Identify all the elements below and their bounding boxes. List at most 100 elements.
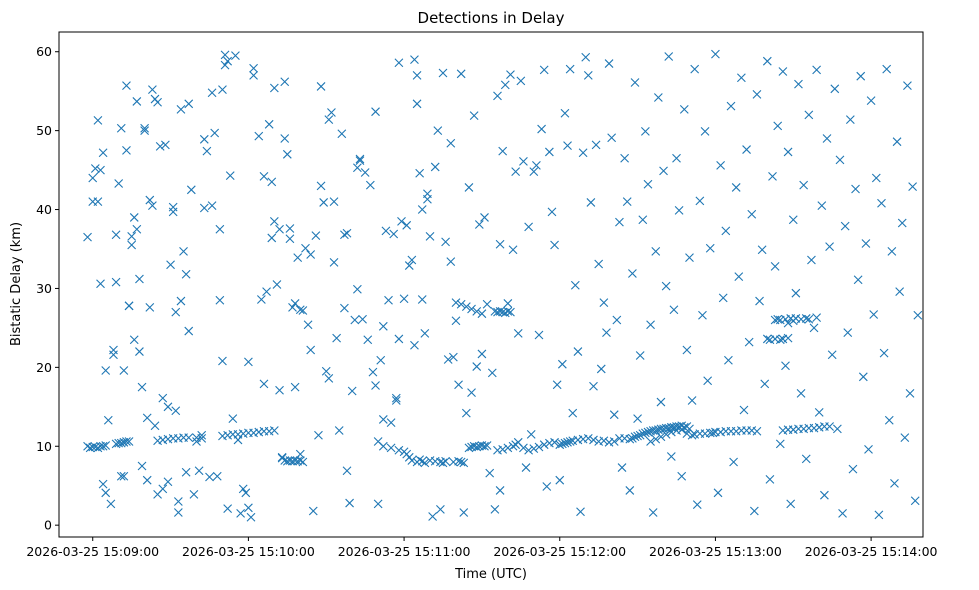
data-point <box>334 426 344 435</box>
data-point <box>443 355 453 364</box>
x-axis-title: Time (UTC) <box>454 567 527 582</box>
data-point <box>306 250 316 259</box>
data-point <box>516 76 526 86</box>
data-point <box>555 475 565 485</box>
data-point <box>342 466 352 476</box>
data-point <box>93 197 103 207</box>
data-point <box>656 432 666 442</box>
data-point <box>417 456 427 466</box>
data-point <box>679 104 689 114</box>
data-point <box>116 123 126 133</box>
y-tick-label: 10 <box>36 439 52 454</box>
data-point <box>469 111 479 121</box>
data-point <box>638 215 648 225</box>
data-point <box>451 316 461 326</box>
data-point <box>586 198 596 207</box>
data-point <box>407 255 417 265</box>
data-point <box>599 298 609 308</box>
chart-title: Detections in Delay <box>418 9 565 27</box>
data-point <box>277 453 287 463</box>
data-point <box>132 224 142 234</box>
data-point <box>773 121 783 131</box>
data-point <box>93 443 103 453</box>
data-point <box>228 414 238 424</box>
data-point <box>560 108 570 118</box>
data-point <box>394 334 404 344</box>
data-point <box>464 183 474 192</box>
data-point <box>799 180 809 190</box>
data-point <box>646 320 655 330</box>
data-point <box>493 91 502 101</box>
data-point <box>140 123 150 133</box>
data-point <box>293 253 303 263</box>
data-point <box>711 49 720 59</box>
data-point <box>762 56 772 66</box>
data-point <box>830 84 840 94</box>
data-point <box>220 60 230 70</box>
data-point <box>609 410 619 420</box>
data-point <box>853 275 863 285</box>
data-point <box>677 471 687 481</box>
data-point <box>96 279 105 289</box>
data-point <box>682 429 692 439</box>
data-point <box>342 228 352 238</box>
data-point <box>428 512 438 521</box>
data-point <box>114 179 124 188</box>
data-point <box>866 96 876 106</box>
data-point <box>550 437 559 447</box>
data-point <box>446 138 456 148</box>
y-tick-label: 60 <box>36 44 52 59</box>
data-point <box>838 508 847 518</box>
data-point <box>633 431 642 441</box>
data-point <box>254 131 264 141</box>
data-point <box>179 246 188 256</box>
data-point <box>788 215 798 225</box>
data-point <box>98 441 108 451</box>
data-point <box>557 439 567 449</box>
data-point <box>695 196 705 206</box>
data-point <box>269 216 279 226</box>
y-axis: 0 10 20 30 40 50 60 <box>36 44 59 533</box>
data-point <box>511 167 521 177</box>
data-point <box>576 507 585 517</box>
data-point <box>708 428 718 438</box>
data-point <box>804 314 814 324</box>
data-point <box>256 295 266 304</box>
data-point <box>552 380 562 390</box>
data-point <box>127 240 137 250</box>
data-point <box>116 438 126 448</box>
data-point <box>578 148 588 158</box>
data-point <box>726 101 736 111</box>
data-point <box>109 350 118 360</box>
data-point <box>288 302 297 312</box>
data-point <box>244 503 253 513</box>
data-point <box>565 437 575 446</box>
data-point <box>129 335 139 345</box>
data-point <box>246 512 256 522</box>
data-point <box>423 194 432 204</box>
data-point <box>905 389 915 398</box>
data-point <box>651 246 661 256</box>
data-point <box>410 55 419 65</box>
data-point <box>381 226 391 236</box>
data-point <box>394 58 404 68</box>
data-point <box>397 216 406 226</box>
data-point <box>651 426 661 435</box>
data-point <box>249 71 258 80</box>
data-point <box>783 318 793 328</box>
data-point <box>420 458 430 468</box>
data-point <box>620 153 630 163</box>
data-point <box>456 299 466 309</box>
data-point <box>360 168 370 177</box>
data-point <box>534 330 544 340</box>
data-point <box>506 70 515 79</box>
data-point <box>617 463 627 472</box>
data-point <box>192 437 201 446</box>
data-point <box>135 274 144 284</box>
data-point <box>882 64 892 74</box>
data-point <box>757 245 767 255</box>
data-point <box>441 456 450 466</box>
data-point <box>378 441 388 451</box>
data-point <box>897 218 907 228</box>
data-point <box>168 202 178 212</box>
